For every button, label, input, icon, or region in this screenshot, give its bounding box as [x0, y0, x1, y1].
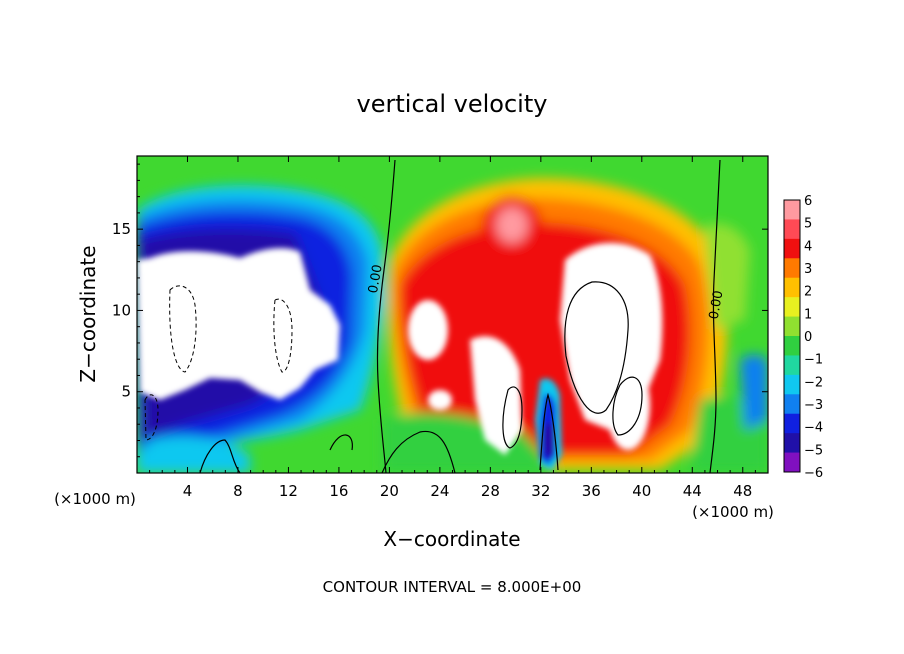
colorbar-label: −6: [804, 466, 823, 481]
colorbar-swatch: [784, 238, 800, 259]
x-tick-label: 12: [279, 482, 298, 500]
y-tick-label: 5: [121, 383, 131, 401]
colorbar-swatch: [784, 316, 800, 337]
y-tick-label: 15: [112, 220, 131, 238]
colorbar-swatch: [784, 277, 800, 298]
x-tick-label: 8: [233, 482, 243, 500]
x-axis-label: X−coordinate: [383, 527, 520, 551]
x-tick-label: 32: [531, 482, 550, 500]
colorbar-label: 2: [804, 285, 812, 300]
colorbar-swatch: [784, 355, 800, 376]
x-tick-label: 40: [632, 482, 651, 500]
x-tick-label: 16: [329, 482, 348, 500]
colorbar-swatch: [784, 394, 800, 415]
chart-title: vertical velocity: [357, 90, 548, 118]
colorbar-label: 0: [804, 330, 812, 345]
x-unit-right: (×1000 m): [692, 503, 774, 521]
x-unit-left: (×1000 m): [54, 490, 136, 508]
contour-label: 0.00: [366, 263, 386, 294]
colorbar-label: −4: [804, 421, 823, 436]
colorbar-label: −2: [804, 375, 823, 390]
colorbar: 6 5 4 3 2 1 0 −1 −2 −3 −4 −5 −6: [783, 194, 823, 481]
colorbar-swatch: [784, 413, 800, 434]
colorbar-swatch: [784, 258, 800, 279]
colorbar-label: 1: [804, 307, 812, 322]
colorbar-swatch: [784, 433, 800, 454]
x-tick-label: 28: [481, 482, 500, 500]
contour-interval-note: CONTOUR INTERVAL = 8.000E+00: [323, 578, 582, 596]
y-tick-label: 10: [112, 301, 131, 319]
colorbar-swatch: [784, 374, 800, 395]
colorbar-swatch: [784, 336, 800, 356]
colorbar-swatch: [784, 452, 800, 473]
colorbar-swatch: [784, 219, 800, 240]
x-tick-label: 48: [733, 482, 752, 500]
colorbar-swatch: [784, 297, 800, 318]
x-tick-label: 36: [582, 482, 601, 500]
colorbar-label: 4: [804, 239, 812, 254]
y-axis-label: Z−coordinate: [76, 245, 100, 382]
x-tick-label: 44: [683, 482, 702, 500]
colorbar-label: −3: [804, 398, 823, 413]
x-tick-label: 24: [430, 482, 449, 500]
colorbar-label: 5: [804, 217, 812, 232]
colorbar-frame: [783, 199, 801, 473]
colorbar-label: 3: [804, 262, 812, 277]
x-axis-ticks: 4 8 12 16 20 24 28 32 36 40 44 48: [149, 156, 769, 500]
colorbar-label: −5: [804, 443, 823, 458]
colorbar-label: 6: [804, 194, 812, 209]
heatmap-field: [137, 156, 768, 473]
colorbar-label: −1: [804, 353, 823, 368]
y-axis-ticks: 5 10 15: [112, 163, 768, 458]
x-tick-label: 4: [183, 482, 193, 500]
contour-labels: 0.00 0.00: [366, 263, 727, 320]
contour-label: 0.00: [707, 289, 727, 320]
colorbar-swatch: [784, 200, 800, 220]
x-tick-label: 20: [380, 482, 399, 500]
